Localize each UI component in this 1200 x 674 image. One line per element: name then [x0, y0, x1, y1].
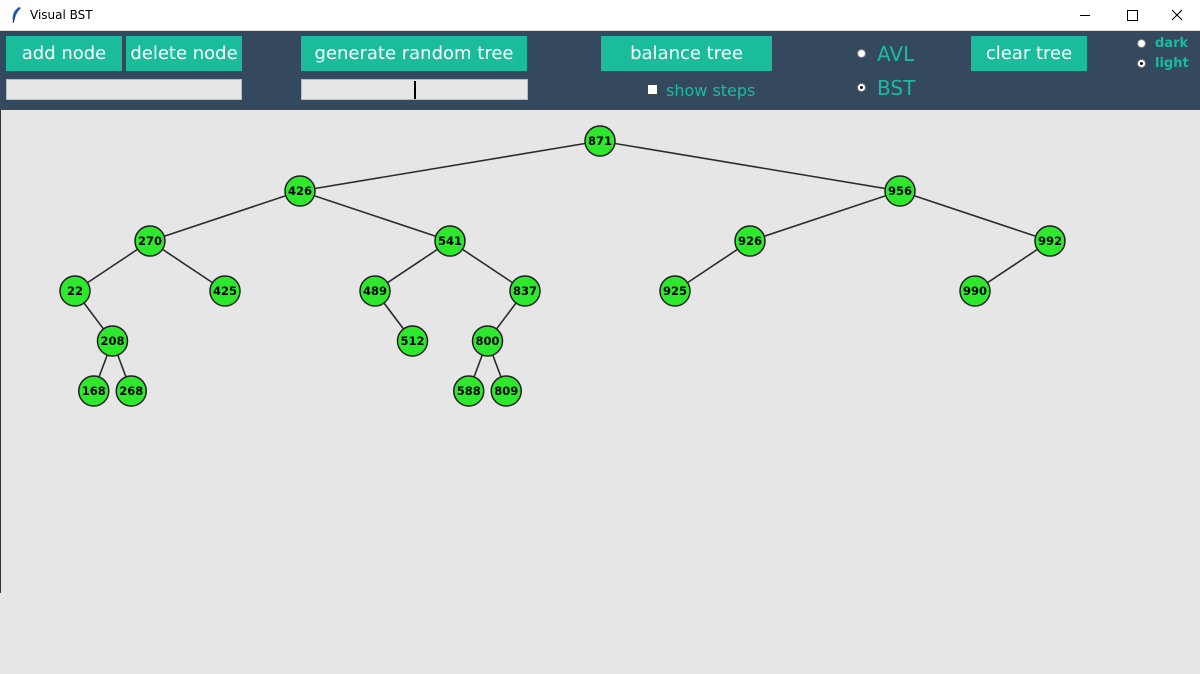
bst-radio[interactable]	[857, 83, 866, 92]
show-steps-checkbox[interactable]	[647, 84, 658, 95]
maximize-button[interactable]	[1108, 0, 1154, 31]
show-steps-label: show steps	[666, 81, 756, 100]
tree-node-489[interactable]: 489	[359, 275, 391, 307]
dark-theme-label: dark	[1155, 36, 1189, 51]
tree-edge	[599, 140, 901, 192]
tree-node-label: 208	[100, 334, 124, 348]
tree-node-837[interactable]: 837	[509, 275, 541, 307]
maximize-icon	[1127, 10, 1138, 21]
balance-tree-button[interactable]: balance tree	[601, 36, 772, 71]
tree-node-label: 270	[138, 234, 162, 248]
tree-node-label: 541	[438, 234, 462, 248]
tree-node-label: 837	[513, 284, 537, 298]
tree-node-label: 871	[588, 134, 612, 148]
tree-node-circle	[471, 325, 504, 357]
light-theme-label: light	[1155, 56, 1189, 71]
tree-node-label: 588	[457, 384, 481, 398]
tree-node-268[interactable]: 268	[115, 375, 147, 407]
tree-node-label: 489	[363, 284, 387, 298]
tree-node-label: 800	[475, 334, 499, 348]
close-button[interactable]	[1154, 0, 1200, 31]
tree-node-circle	[584, 125, 616, 157]
tree-node-label: 426	[288, 184, 312, 198]
tree-edge	[299, 190, 451, 242]
tree-node-circle	[59, 275, 91, 307]
feather-icon	[12, 7, 21, 24]
tree-node-label: 512	[400, 334, 424, 348]
tree-edge	[299, 140, 601, 192]
generate-random-tree-button[interactable]: generate random tree	[301, 36, 527, 71]
tree-node-809[interactable]: 809	[490, 375, 522, 407]
tree-node-circle	[434, 225, 466, 257]
dark-theme-radio[interactable]	[1137, 39, 1146, 48]
tree-node-22[interactable]: 22	[59, 275, 91, 307]
minimize-icon	[1080, 15, 1090, 16]
tree-node-circle	[284, 175, 316, 207]
tree-node-871[interactable]: 871	[584, 125, 616, 157]
window-title: Visual BST	[30, 8, 93, 22]
avl-radio[interactable]	[857, 49, 866, 58]
tree-node-circle	[659, 275, 691, 307]
tree-node-circle	[734, 225, 766, 257]
tree-node-926[interactable]: 926	[734, 225, 766, 257]
tree-node-circle	[1034, 225, 1066, 257]
delete-node-button[interactable]: delete node	[126, 36, 242, 71]
tree-node-208[interactable]: 208	[96, 325, 129, 357]
tree-node-circle	[490, 375, 522, 407]
tree-node-circle	[509, 275, 541, 307]
canvas-left-border	[0, 110, 1, 593]
tree-node-800[interactable]: 800	[471, 325, 504, 357]
close-icon	[1171, 9, 1183, 21]
toolbar: add node delete node generate random tre…	[0, 31, 1200, 110]
avl-label: AVL	[877, 42, 915, 66]
tree-node-label: 925	[663, 284, 687, 298]
tree-node-541[interactable]: 541	[434, 225, 466, 257]
node-count-input[interactable]	[301, 79, 528, 100]
tree-node-circle	[134, 225, 166, 257]
clear-tree-button[interactable]: clear tree	[971, 36, 1087, 71]
tree-node-990[interactable]: 990	[959, 275, 991, 307]
tree-edge	[899, 190, 1051, 242]
title-bar: Visual BST	[0, 0, 1200, 31]
tree-node-circle	[884, 175, 916, 207]
minimize-button[interactable]	[1062, 0, 1108, 31]
light-theme-radio[interactable]	[1137, 59, 1146, 68]
tree-node-circle	[209, 275, 241, 307]
tree-node-label: 809	[494, 384, 518, 398]
tree-canvas[interactable]: 22 168 208 268 270 425 426 489 512 541 588 800 809 83…	[0, 110, 1200, 674]
tree-edge	[749, 190, 901, 242]
tree-node-label: 425	[213, 284, 237, 298]
tree-node-label: 956	[888, 184, 912, 198]
tree-node-circle	[115, 375, 147, 407]
tree-node-925[interactable]: 925	[659, 275, 691, 307]
tree-node-512[interactable]: 512	[396, 325, 429, 357]
add-node-button[interactable]: add node	[6, 36, 122, 71]
tree-node-588[interactable]: 588	[453, 375, 485, 407]
bst-label: BST	[877, 76, 916, 100]
tree-node-label: 990	[963, 284, 987, 298]
tree-node-168[interactable]: 168	[78, 375, 110, 407]
node-value-input[interactable]	[6, 79, 242, 100]
tree-node-circle	[396, 325, 429, 357]
tree-node-circle	[359, 275, 391, 307]
tree-edge	[149, 190, 301, 242]
tree-node-426[interactable]: 426	[284, 175, 316, 207]
tree-node-circle	[96, 325, 129, 357]
tree-node-circle	[78, 375, 110, 407]
tree-node-circle	[959, 275, 991, 307]
tree-node-label: 992	[1038, 234, 1062, 248]
tree-node-label: 926	[738, 234, 762, 248]
tree-node-label: 268	[119, 384, 143, 398]
tree-node-circle	[453, 375, 485, 407]
tree-node-label: 22	[67, 284, 83, 298]
tree-node-425[interactable]: 425	[209, 275, 241, 307]
tree-node-270[interactable]: 270	[134, 225, 166, 257]
text-caret	[414, 81, 416, 99]
tree-node-label: 168	[82, 384, 106, 398]
tree-node-956[interactable]: 956	[884, 175, 916, 207]
tree-node-992[interactable]: 992	[1034, 225, 1066, 257]
